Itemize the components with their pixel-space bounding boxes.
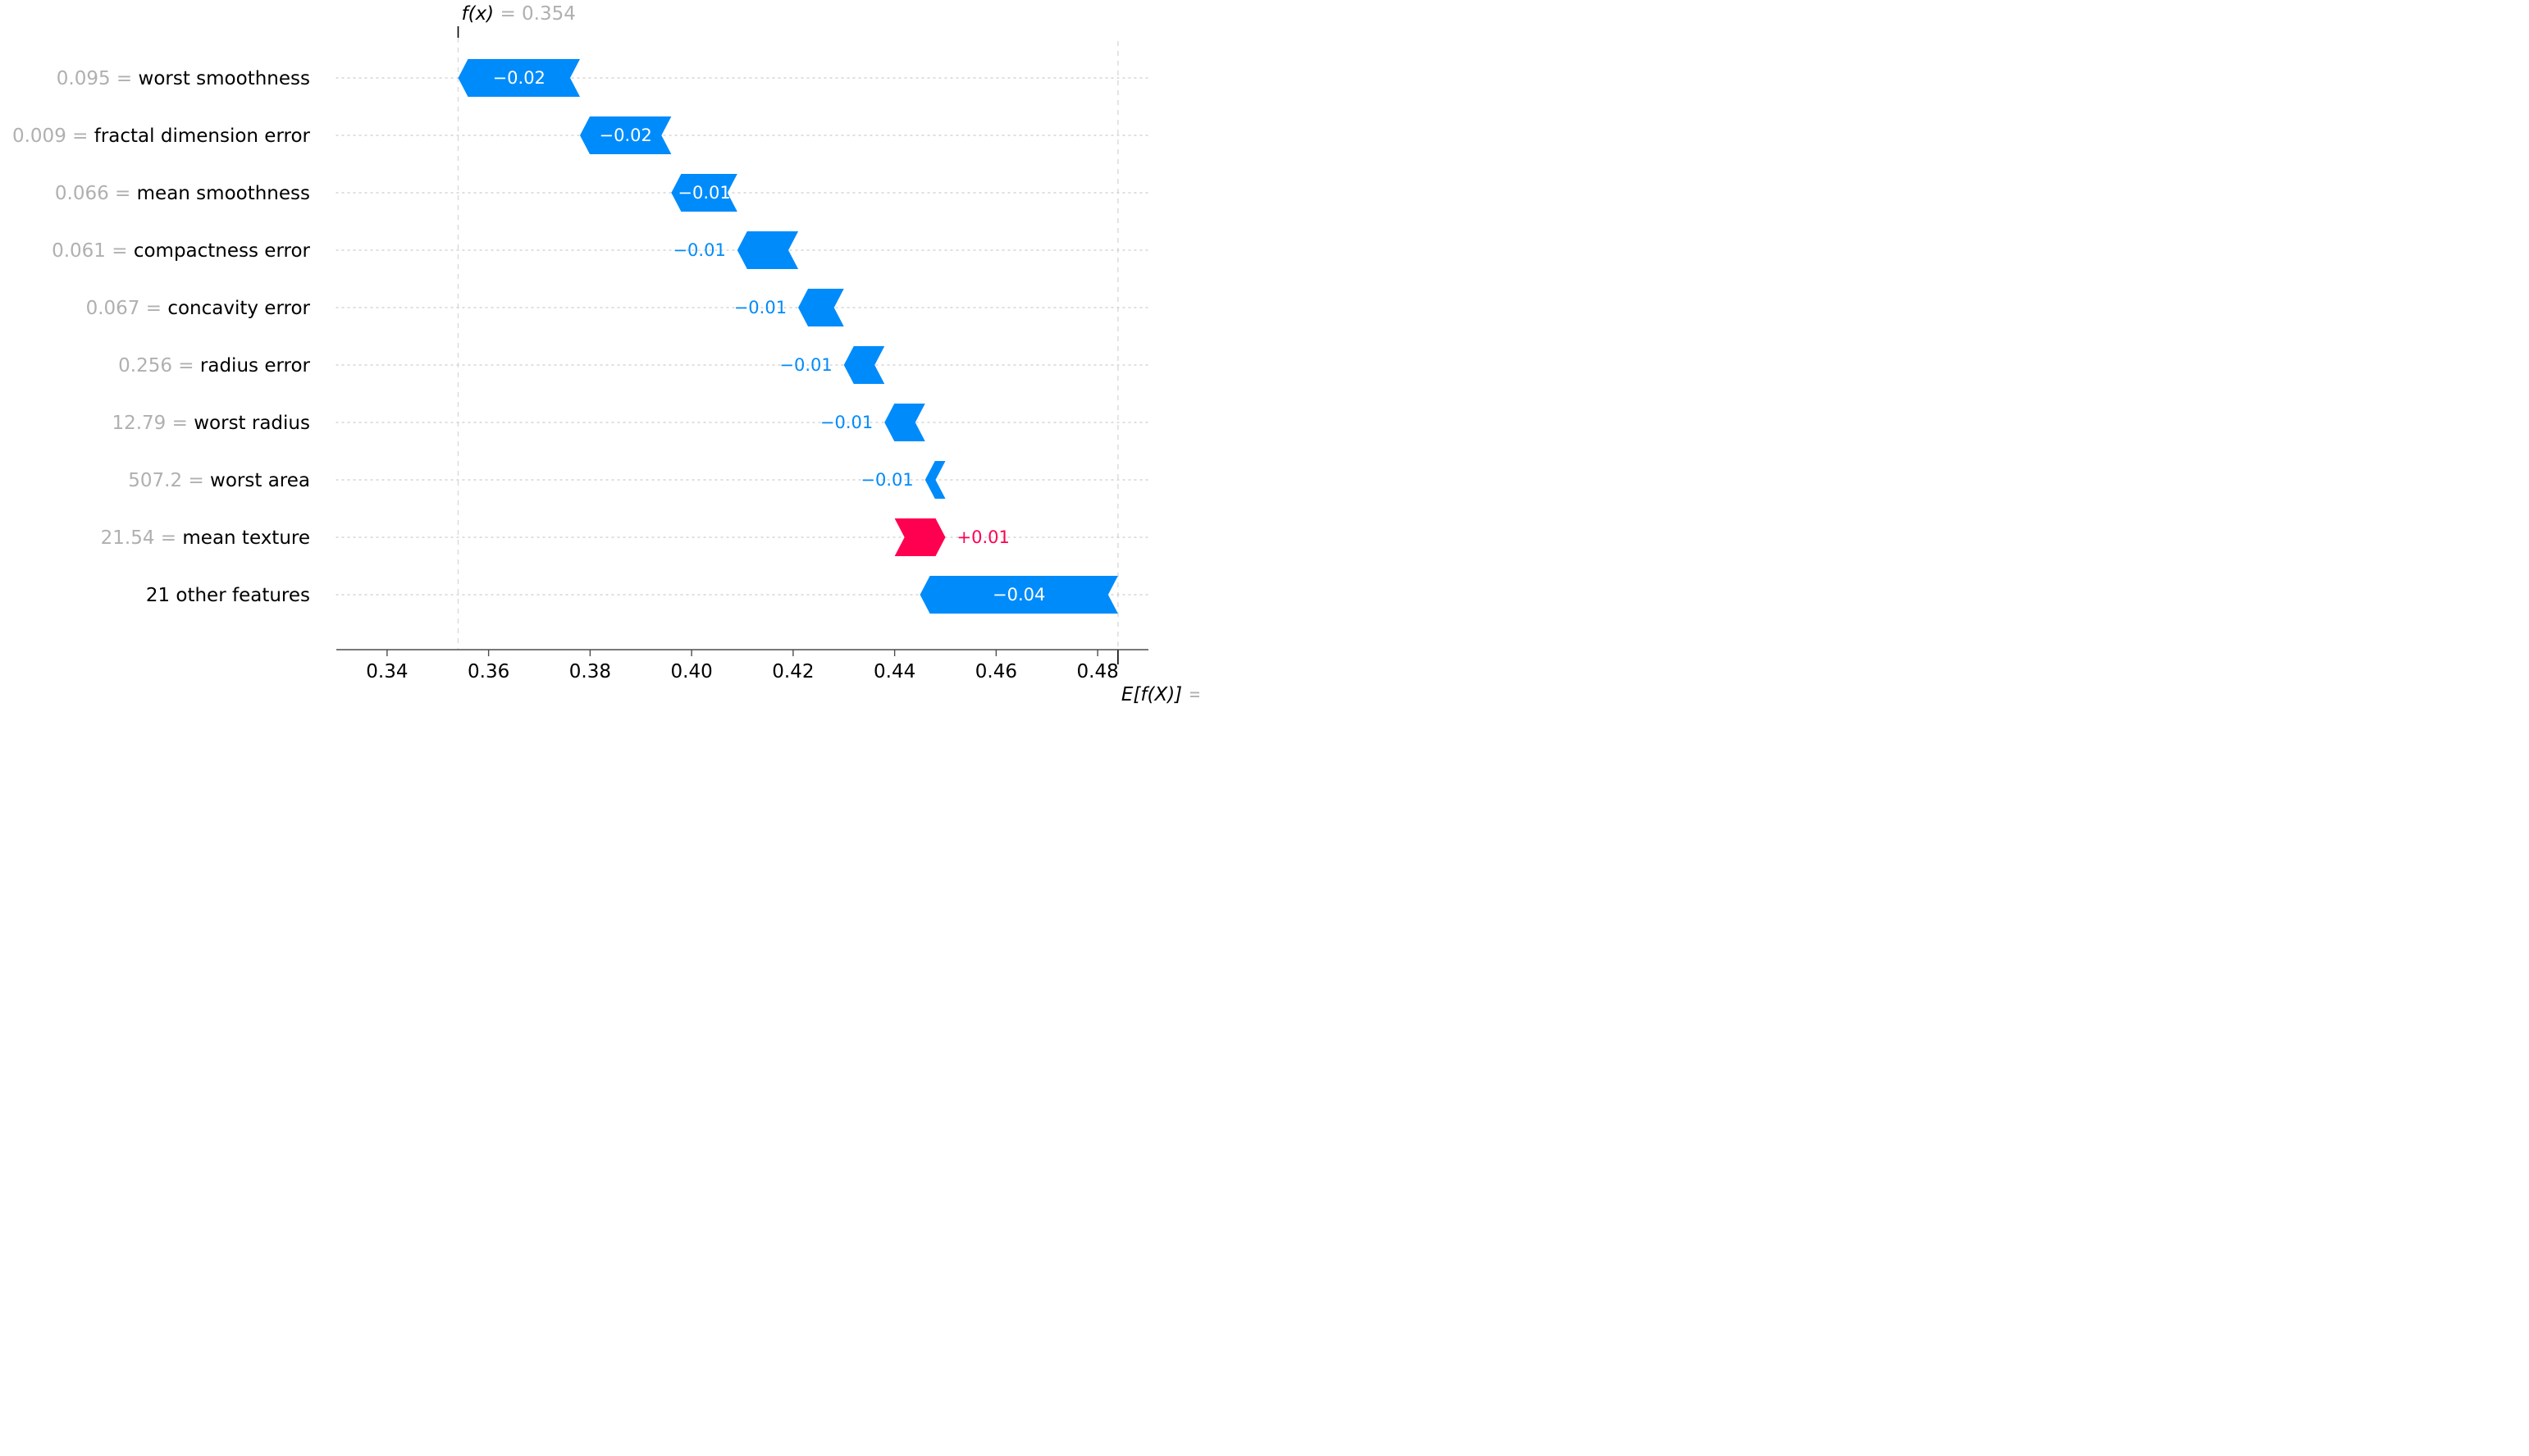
x-tick-label: 0.48 xyxy=(1077,661,1119,682)
bar-delta-label: −0.01 xyxy=(734,298,787,317)
x-tick-label: 0.44 xyxy=(874,661,915,682)
bar-delta-label: −0.01 xyxy=(673,240,725,260)
feature-label: 0.009 = fractal dimension error xyxy=(12,126,311,147)
feature-label: 21 other features xyxy=(146,585,310,606)
bar-delta-label: −0.01 xyxy=(779,355,832,375)
bar-delta-label: +0.01 xyxy=(957,527,1010,547)
feature-label: 0.095 = worst smoothness xyxy=(57,68,310,89)
x-tick-label: 0.40 xyxy=(671,661,713,682)
feature-label: 21.54 = mean texture xyxy=(101,527,310,549)
efx-label: E[f(X)] = 0.484 xyxy=(1121,684,1199,705)
x-tick-label: 0.36 xyxy=(468,661,509,682)
waterfall-bar xyxy=(737,231,798,269)
bar-delta-label: −0.02 xyxy=(493,68,546,88)
waterfall-bar xyxy=(884,404,925,441)
x-tick-label: 0.46 xyxy=(975,661,1017,682)
waterfall-bar xyxy=(895,518,946,556)
feature-label: 12.79 = worst radius xyxy=(112,413,310,434)
feature-label: 0.067 = concavity error xyxy=(86,298,311,319)
feature-label: 507.2 = worst area xyxy=(128,470,310,491)
bar-delta-label: −0.02 xyxy=(600,126,652,145)
waterfall-bar xyxy=(844,346,885,384)
feature-label: 0.061 = compactness error xyxy=(52,240,310,262)
bar-delta-label: −0.01 xyxy=(678,183,730,203)
x-tick-label: 0.38 xyxy=(569,661,611,682)
x-tick-label: 0.42 xyxy=(772,661,814,682)
bar-delta-label: −0.01 xyxy=(820,413,873,432)
x-tick-label: 0.34 xyxy=(366,661,408,682)
fx-label: f(x) = 0.354 xyxy=(462,3,576,25)
shap-waterfall-chart: 0.34 0.36 0.38 0.40 0.42 0.44 0.46 0.48 f(x) = 0… xyxy=(0,0,1199,738)
feature-label: 0.066 = mean smoothness xyxy=(55,183,310,204)
feature-label: 0.256 = radius error xyxy=(118,355,310,377)
bar-delta-label: −0.04 xyxy=(993,585,1045,605)
waterfall-bar xyxy=(925,461,946,499)
bar-delta-label: −0.01 xyxy=(860,470,913,490)
